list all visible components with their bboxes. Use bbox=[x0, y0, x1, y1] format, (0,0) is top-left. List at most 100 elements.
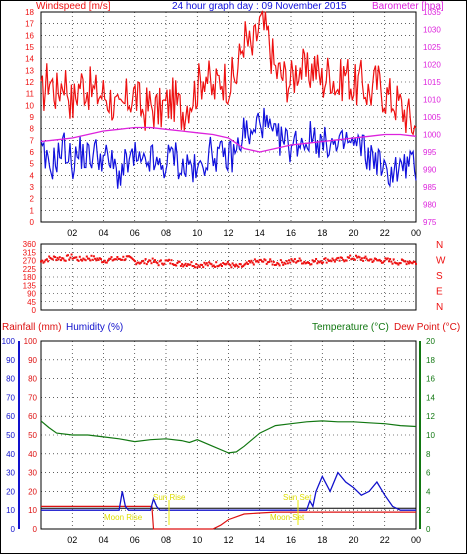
direction-point bbox=[238, 263, 241, 265]
direction-point bbox=[392, 258, 395, 261]
rain-xtick-label: 02 bbox=[67, 535, 77, 545]
wind-xtick-label: 10 bbox=[192, 228, 202, 238]
direction-point bbox=[211, 265, 214, 268]
direction-point bbox=[404, 260, 407, 263]
direction-point bbox=[332, 259, 335, 262]
rain-ytick-label: 60 bbox=[28, 412, 37, 421]
direction-point bbox=[286, 262, 289, 265]
direction-point bbox=[328, 259, 330, 262]
direction-point bbox=[360, 257, 363, 260]
direction-point bbox=[98, 257, 101, 260]
temperature-ytick-label: 14 bbox=[426, 393, 435, 402]
direction-point bbox=[329, 259, 332, 262]
direction-point bbox=[202, 266, 205, 269]
wind-xtick-label: 14 bbox=[255, 228, 265, 238]
direction-point bbox=[358, 256, 361, 259]
barometer-series-line bbox=[40, 126, 417, 153]
direction-point bbox=[235, 263, 238, 266]
direction-point bbox=[127, 255, 129, 258]
direction-point bbox=[176, 262, 179, 264]
direction-point bbox=[279, 259, 282, 262]
dir-ytick-label: 180 bbox=[23, 273, 37, 282]
direction-point bbox=[415, 262, 417, 265]
temperature-axis-label: Temperature (°C) bbox=[312, 322, 389, 333]
direction-point bbox=[181, 263, 184, 266]
direction-point bbox=[72, 256, 75, 259]
direction-point bbox=[273, 264, 276, 266]
direction-point bbox=[50, 257, 53, 260]
direction-point bbox=[410, 261, 413, 264]
humidity-ytick-label: 80 bbox=[6, 375, 15, 384]
direction-point bbox=[159, 259, 162, 262]
wind-xtick-label: 22 bbox=[380, 228, 390, 238]
direction-point bbox=[398, 262, 401, 265]
direction-point bbox=[100, 258, 102, 261]
direction-point bbox=[141, 260, 144, 263]
direction-point bbox=[162, 263, 165, 266]
direction-point bbox=[346, 256, 349, 259]
direction-point bbox=[390, 260, 393, 263]
direction-point bbox=[134, 260, 136, 263]
direction-point bbox=[40, 260, 42, 263]
direction-point bbox=[119, 258, 122, 261]
baro-ytick-label: 1015 bbox=[423, 78, 441, 87]
wind-ytick-label: 3 bbox=[30, 183, 35, 192]
direction-point bbox=[388, 260, 390, 263]
direction-point bbox=[182, 265, 185, 268]
sun-set-label: Sun Set bbox=[283, 493, 312, 502]
direction-point bbox=[383, 260, 386, 263]
direction-point bbox=[68, 258, 71, 261]
direction-point bbox=[371, 261, 374, 263]
direction-point bbox=[340, 256, 343, 259]
temperature-ytick-label: 0 bbox=[426, 525, 431, 534]
direction-point bbox=[105, 261, 108, 264]
direction-point bbox=[269, 258, 272, 261]
direction-point bbox=[77, 259, 80, 262]
baro-axis-label: Barometer [hpa] bbox=[372, 1, 444, 12]
direction-point bbox=[296, 260, 299, 263]
direction-point bbox=[155, 261, 158, 264]
direction-point bbox=[272, 260, 275, 263]
direction-point bbox=[42, 261, 45, 264]
direction-point bbox=[284, 262, 287, 265]
direction-point bbox=[156, 262, 159, 265]
direction-point bbox=[301, 262, 303, 265]
direction-point bbox=[47, 260, 50, 263]
direction-point bbox=[353, 258, 356, 261]
direction-point bbox=[88, 257, 91, 260]
direction-point bbox=[147, 260, 149, 263]
direction-point bbox=[344, 259, 347, 262]
direction-point bbox=[290, 258, 293, 261]
direction-point bbox=[62, 257, 65, 260]
direction-point bbox=[298, 257, 301, 260]
wind-ytick-label: 13 bbox=[25, 66, 34, 75]
direction-point bbox=[204, 263, 207, 266]
direction-point bbox=[49, 257, 52, 259]
direction-point bbox=[297, 260, 300, 262]
direction-point bbox=[84, 259, 87, 262]
direction-point bbox=[48, 255, 51, 258]
wind-ytick-label: 18 bbox=[25, 8, 34, 17]
direction-point bbox=[208, 261, 211, 264]
baro-ytick-label: 1020 bbox=[423, 61, 441, 70]
direction-point bbox=[399, 262, 402, 265]
rain-xtick-label: 16 bbox=[286, 535, 296, 545]
direction-point bbox=[174, 263, 176, 266]
direction-point bbox=[192, 265, 195, 268]
direction-point bbox=[330, 260, 333, 263]
direction-point bbox=[365, 257, 368, 260]
direction-point bbox=[403, 260, 406, 263]
direction-point bbox=[212, 264, 215, 267]
direction-point bbox=[223, 263, 226, 265]
direction-point bbox=[95, 259, 98, 262]
wind-xtick-label: 18 bbox=[317, 228, 327, 238]
dir-ytick-label: 135 bbox=[23, 281, 37, 290]
direction-point bbox=[321, 262, 323, 265]
direction-point bbox=[118, 257, 121, 260]
humidity-ytick-label: 10 bbox=[6, 506, 15, 515]
rain-ytick-label: 0 bbox=[33, 525, 38, 534]
page-title: 24 hour graph day : 09 November 2015 bbox=[172, 1, 347, 12]
direction-point bbox=[108, 257, 111, 260]
direction-point bbox=[177, 260, 180, 263]
direction-point bbox=[197, 264, 200, 267]
